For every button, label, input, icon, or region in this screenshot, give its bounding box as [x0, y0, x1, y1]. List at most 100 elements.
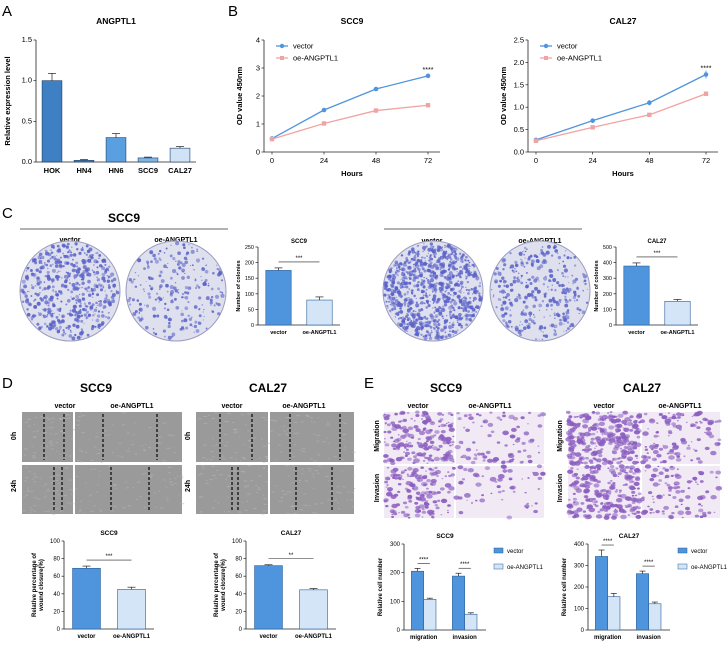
- stained-cell: [577, 438, 581, 441]
- colony: [532, 304, 536, 309]
- texture: [262, 461, 265, 463]
- stained-cell: [447, 511, 449, 514]
- colony: [152, 328, 155, 330]
- colony: [584, 282, 587, 286]
- colony: [474, 292, 476, 295]
- stained-cell: [537, 451, 541, 454]
- colony: [500, 304, 504, 307]
- colony: [200, 275, 202, 278]
- colony: [443, 299, 445, 301]
- colony: [71, 246, 73, 248]
- stained-cell: [596, 449, 603, 455]
- colony: [566, 321, 570, 324]
- colony: [428, 263, 433, 267]
- texture: [326, 437, 329, 439]
- y-tick-label: 1.0: [514, 103, 524, 112]
- stained-cell: [438, 425, 441, 428]
- point: [373, 86, 379, 92]
- stained-cell: [678, 498, 684, 503]
- colony: [95, 301, 98, 305]
- texture: [292, 465, 294, 467]
- colony: [66, 277, 69, 279]
- colony: [519, 324, 521, 326]
- stained-cell: [501, 465, 507, 470]
- colony: [148, 277, 151, 280]
- colony: [393, 264, 396, 267]
- texture: [81, 415, 86, 417]
- stained-cell: [702, 417, 708, 421]
- colony: [96, 314, 101, 318]
- colony: [460, 282, 463, 286]
- colony: [410, 324, 413, 327]
- colony: [143, 267, 146, 270]
- stained-cell: [419, 496, 426, 502]
- colony: [85, 253, 89, 256]
- stained-cell: [590, 437, 595, 441]
- stained-cell: [391, 515, 395, 518]
- colony: [43, 308, 47, 312]
- colony: [403, 298, 408, 302]
- colony: [81, 286, 84, 289]
- e-cal27-row2: Invasion: [557, 474, 564, 502]
- texture: [210, 451, 214, 453]
- colony: [586, 288, 588, 290]
- colony: [497, 271, 502, 276]
- stained-cell: [386, 491, 393, 497]
- colony: [26, 266, 30, 270]
- colony: [185, 326, 189, 330]
- stained-cell: [667, 412, 671, 414]
- stained-cell: [526, 454, 532, 459]
- colony: [34, 305, 36, 307]
- colony: [450, 258, 453, 261]
- colony: [36, 276, 40, 280]
- stained-cell: [713, 511, 716, 514]
- colony: [207, 282, 210, 285]
- colony: [509, 252, 512, 255]
- x-tick-label: vector: [77, 634, 96, 640]
- colony: [90, 255, 94, 259]
- stained-cell: [590, 483, 593, 485]
- stained-cell: [415, 452, 421, 457]
- colony: [75, 294, 80, 299]
- colony: [46, 314, 49, 316]
- colony: [394, 260, 399, 265]
- colony: [218, 270, 222, 274]
- colony: [46, 259, 51, 263]
- colony: [563, 254, 566, 257]
- texture: [317, 452, 320, 454]
- stained-cell: [570, 467, 574, 470]
- colony: [95, 284, 99, 289]
- stained-cell: [463, 467, 468, 472]
- colony: [387, 297, 390, 300]
- colony: [468, 289, 471, 292]
- legend-label: oe-ANGPTL1: [293, 54, 338, 63]
- stained-cell: [587, 444, 591, 447]
- texture: [54, 433, 57, 435]
- stained-cell: [633, 512, 637, 515]
- stained-cell: [644, 448, 649, 451]
- colony: [475, 311, 477, 313]
- colony: [86, 305, 89, 308]
- texture: [253, 508, 257, 510]
- colony: [162, 329, 166, 333]
- colony: [457, 291, 459, 293]
- stained-cell: [704, 446, 710, 451]
- texture: [33, 476, 38, 478]
- colony: [572, 295, 577, 300]
- stained-cell: [672, 496, 677, 499]
- colony: [553, 246, 555, 249]
- colony: [401, 272, 406, 277]
- colony: [163, 252, 166, 254]
- stained-cell: [614, 415, 618, 418]
- colony: [186, 251, 190, 255]
- stained-cell: [434, 430, 440, 434]
- stained-cell: [618, 508, 622, 511]
- stained-cell: [566, 504, 574, 509]
- texture: [72, 429, 75, 431]
- texture: [101, 450, 103, 452]
- stained-cell: [583, 461, 588, 465]
- colony: [450, 249, 454, 253]
- stained-cell: [628, 465, 636, 470]
- texture: [267, 442, 272, 444]
- stained-cell: [444, 483, 452, 488]
